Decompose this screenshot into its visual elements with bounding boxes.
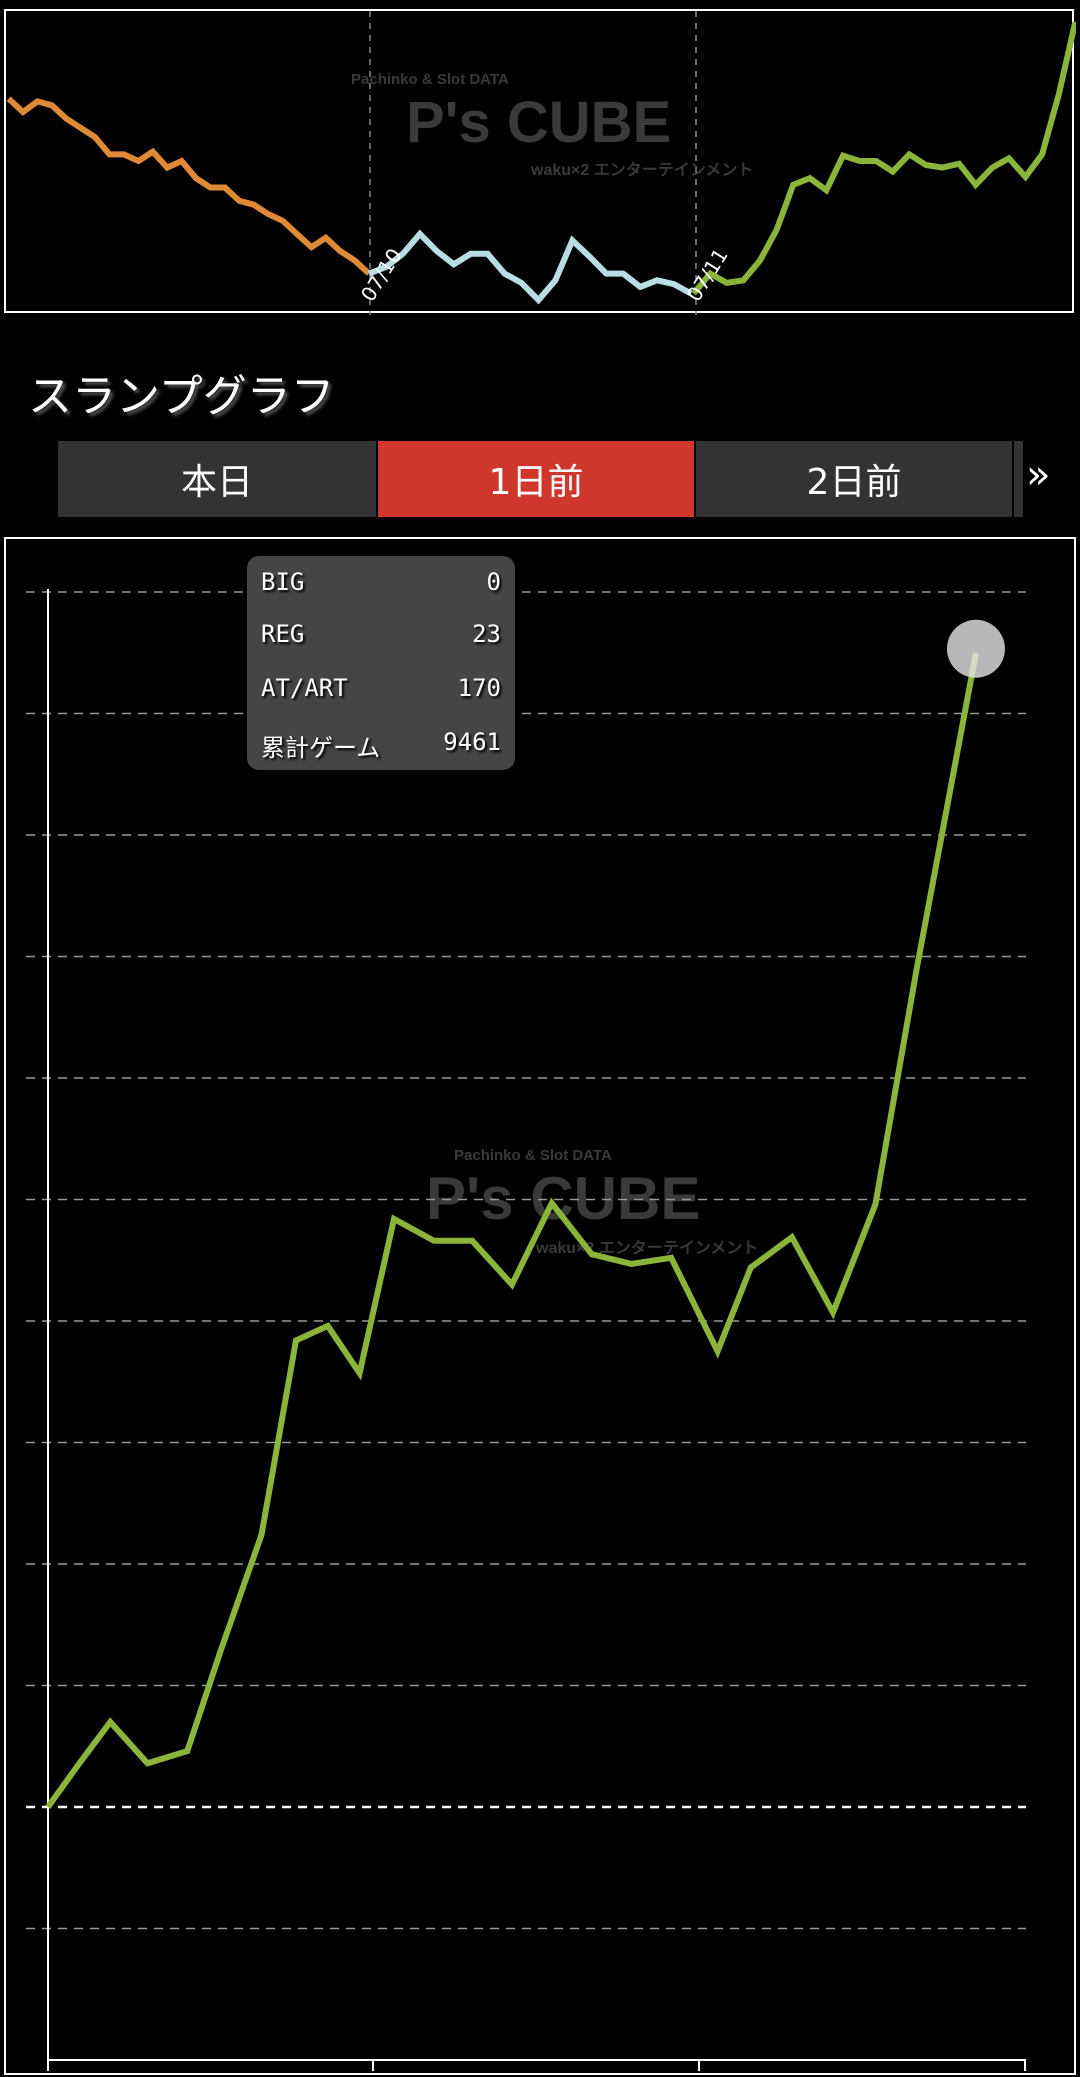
value: 9461 (443, 728, 501, 756)
overview-series-2 (691, 21, 1076, 296)
tooltip-row-big: BIG 0 (261, 568, 501, 596)
watermark: Pachinko & Slot DATA (454, 1147, 612, 1164)
highlight-marker (946, 619, 1005, 678)
value: 0 (486, 568, 501, 596)
overview-series-1 (367, 229, 693, 305)
tab-today[interactable]: 本日 (58, 441, 376, 517)
date-label: 07/10 (356, 244, 407, 306)
date-label: 07/11 (682, 244, 733, 306)
overview-chart-svg: 07/10 07/11 (6, 11, 1076, 315)
tab-1-day-ago[interactable]: 1日前 (378, 441, 694, 517)
watermark: Pachinko & Slot DATA (351, 71, 509, 88)
tooltip-row-total-games: 累計ゲーム 9461 (261, 728, 501, 763)
slump-graph[interactable]: Pachinko & Slot DATA P's CUBE waku×2 エンタ… (4, 537, 1076, 2075)
page-title: スランプグラフ (28, 371, 335, 422)
tooltip-row-reg: REG 23 (261, 620, 501, 648)
stats-tooltip: BIG 0 REG 23 AT/ART 170 累計ゲーム 9461 (247, 556, 515, 770)
value: 23 (472, 620, 501, 648)
tab-partial[interactable] (1014, 441, 1023, 517)
overview-series-0 (6, 96, 372, 276)
tooltip-row-at-art: AT/ART 170 (261, 674, 501, 702)
double-chevron-right-icon[interactable]: » (1026, 452, 1051, 498)
watermark-brand: P's CUBE (406, 90, 672, 155)
overview-chart[interactable]: Pachinko & Slot DATA P's CUBE waku×2 エンタ… (4, 9, 1076, 315)
label: REG (261, 620, 305, 648)
slump-graph-svg (26, 589, 1026, 2071)
label: 累計ゲーム (261, 734, 381, 762)
series-line (45, 652, 979, 1809)
label: BIG (261, 568, 305, 596)
day-tabs: 本日 1日前 2日前 (58, 441, 1025, 517)
label: AT/ART (261, 674, 348, 702)
tab-2-days-ago[interactable]: 2日前 (696, 441, 1012, 517)
watermark-sub: waku×2 エンターテインメント (531, 162, 754, 179)
value: 170 (457, 674, 501, 702)
